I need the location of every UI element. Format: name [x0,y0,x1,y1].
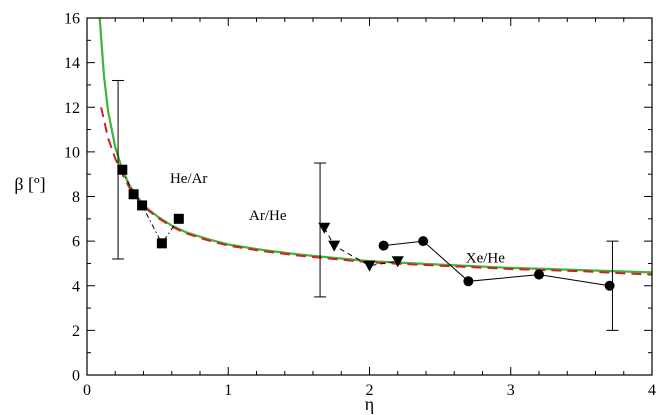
circle-marker [378,240,389,251]
triangle-marker [391,256,404,268]
series-annotation: Xe/He [466,250,505,266]
y-tick-label: 8 [72,189,80,206]
plot-frame [86,17,653,376]
y-tick-label: 6 [72,234,80,251]
triangle-marker [318,222,331,234]
y-axis-label: β [º] [14,174,45,194]
x-tick-label: 1 [224,382,232,399]
y-tick-label: 14 [64,55,80,72]
square-marker [173,213,184,224]
green-fit-curve [98,18,652,274]
square-marker [128,189,139,200]
x-axis-label: η [365,394,374,414]
square-marker [137,200,148,211]
axis-ticks [86,17,653,376]
x-tick-label: 3 [507,382,515,399]
y-tick-label: 2 [72,323,80,340]
square-marker [117,164,128,175]
triangle-marker [328,240,341,252]
annotations: He/Ar Ar/He Xe/He [170,171,505,266]
error-bars [112,79,619,331]
y-tick-label: 16 [64,11,80,28]
circle-marker [534,269,544,280]
fit-curves [98,18,652,276]
triangle-marker [363,260,376,272]
data-series [117,164,615,291]
series-annotation: Ar/He [249,208,287,224]
circle-marker [604,280,615,291]
x-tick-label: 2 [366,382,374,399]
y-tick-label: 4 [72,278,80,295]
series-annotation: He/Ar [170,171,208,187]
red-fit-curve [100,107,652,276]
x-tick-label: 4 [648,382,656,399]
y-tick-label: 10 [64,144,80,161]
y-tick-label: 0 [72,368,80,385]
circle-marker [418,236,429,247]
square-marker [156,238,167,249]
circle-marker [463,276,474,287]
y-tick-label: 12 [64,100,80,117]
series-line [323,227,398,267]
x-tick-label: 0 [83,382,91,399]
